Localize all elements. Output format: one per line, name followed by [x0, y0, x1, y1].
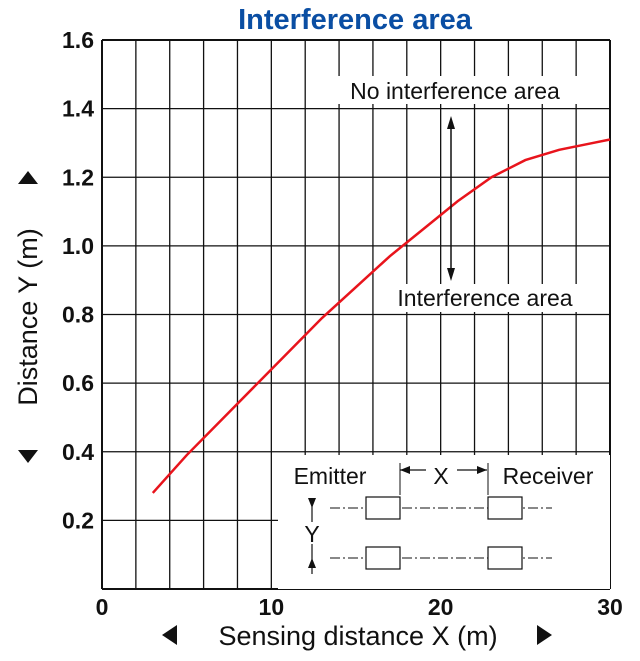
- arrow-up-icon: [447, 116, 455, 129]
- x-dim-arrow-right-icon: [477, 466, 487, 474]
- annot-below-bg: [376, 284, 594, 312]
- x-tick-label: 20: [428, 594, 454, 620]
- annot-above-bg: [326, 76, 584, 104]
- y-tick-label: 0.4: [62, 439, 94, 465]
- y-tick-labels: 0.2 0.4 0.6 0.8 1.0 1.2 1.4 1.6: [62, 27, 94, 533]
- receiver-box-top: [487, 496, 523, 520]
- inset-y-label: Y: [304, 521, 319, 547]
- y-tick-label: 0.8: [62, 302, 94, 328]
- y-axis-arrow-right-icon: [18, 171, 38, 184]
- y-axis-label-group: Distance Y (m): [13, 171, 43, 463]
- series-line: [151, 138, 611, 494]
- annotation-no-interference: No interference area: [350, 78, 560, 104]
- arrow-down-icon: [447, 268, 455, 281]
- chart-title: Interference area: [238, 4, 473, 36]
- y-dim-arrow-top-icon: [308, 498, 316, 508]
- x-axis-label: Sensing distance X (m): [218, 621, 497, 651]
- y-tick-label: 1.2: [62, 164, 94, 190]
- x-axis-arrow-left-icon: [162, 625, 177, 645]
- y-axis-label: Distance Y (m): [13, 228, 43, 406]
- x-tick-label: 0: [96, 594, 109, 620]
- inset-background: [278, 455, 610, 589]
- x-dim-arrow-left-icon: [400, 466, 410, 474]
- inset-receiver-label: Receiver: [503, 463, 594, 489]
- inset-diagram: Emitter Receiver X Y: [278, 455, 610, 589]
- receiver-box-bottom: [487, 546, 523, 570]
- y-dim-arrow-bottom-icon: [308, 558, 316, 568]
- y-tick-label: 0.2: [62, 507, 94, 533]
- inset-x-label: X: [433, 463, 448, 489]
- y-tick-label: 0.6: [62, 370, 94, 396]
- emitter-box-bottom: [365, 546, 401, 570]
- inset-emitter-label: Emitter: [294, 463, 367, 489]
- y-tick-label: 1.4: [62, 96, 94, 122]
- y-axis-arrow-left-icon: [18, 450, 38, 463]
- y-tick-label: 1.6: [62, 27, 94, 53]
- x-axis-label-group: Sensing distance X (m): [162, 621, 552, 651]
- x-axis-arrow-right-icon: [537, 625, 552, 645]
- emitter-box-top: [365, 496, 401, 520]
- x-tick-labels: 0 10 20 30: [96, 594, 623, 620]
- y-tick-label: 1.0: [62, 233, 94, 259]
- x-tick-label: 30: [597, 594, 623, 620]
- direction-arrow: [447, 116, 455, 281]
- annotation-interference: Interference area: [397, 285, 572, 311]
- x-tick-label: 10: [259, 594, 285, 620]
